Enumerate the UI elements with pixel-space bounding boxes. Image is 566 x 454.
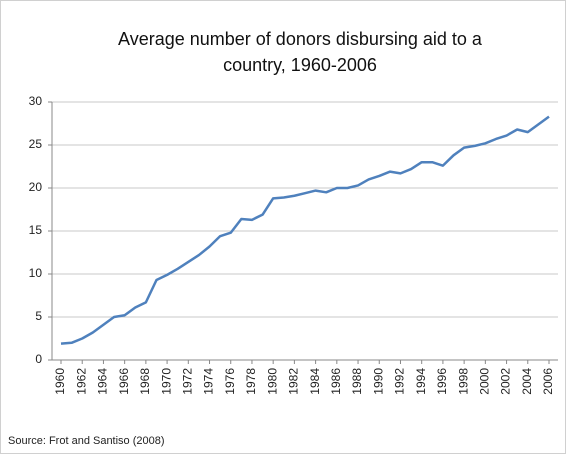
x-tick-label: 1962 [74, 368, 88, 395]
line [60, 115, 550, 345]
x-tick-label: 1982 [287, 368, 301, 395]
x-tick-label: 2004 [520, 368, 534, 395]
y-tick-label: 20 [29, 180, 43, 194]
x-tick-label: 1966 [117, 368, 131, 395]
x-tick-label: 2002 [499, 368, 513, 395]
x-tick-label: 1990 [371, 368, 385, 395]
y-tick-label: 10 [29, 266, 43, 280]
y-tick-label: 25 [29, 137, 43, 151]
x-tick-label: 1978 [244, 368, 258, 395]
y-tick-label: 30 [29, 94, 43, 108]
chart-title: Average number of donors disbursing aid … [118, 29, 483, 49]
x-tick-label: 1992 [393, 368, 407, 395]
x-tick-label: 1998 [456, 368, 470, 395]
x-tick-label: 2006 [541, 368, 555, 395]
x-tick-label: 1980 [265, 368, 279, 395]
x-tick-label: 1988 [350, 368, 364, 395]
x-tick-label: 1968 [138, 368, 152, 395]
x-tick-label: 1986 [329, 368, 343, 395]
y-tick-label: 0 [35, 352, 42, 366]
x-tick-label: 1974 [202, 368, 216, 395]
source: Source: Frot and Santiso (2008) [8, 435, 165, 447]
x-tick-label: 1994 [414, 368, 428, 395]
x-tick-label: 1976 [223, 368, 237, 395]
y-tick-label: 5 [35, 309, 42, 323]
chart-title: country, 1960-2006 [223, 55, 377, 75]
x-tick-label: 1960 [53, 368, 67, 395]
x-tick-label: 2000 [478, 368, 492, 395]
y-tick-label: 15 [29, 223, 43, 237]
x-tick-label: 1964 [96, 368, 110, 395]
x-tick-label: 1984 [308, 368, 322, 395]
x-tick-label: 1970 [159, 368, 173, 395]
x-tick-label: 1972 [180, 368, 194, 395]
x-tick-label: 1996 [435, 368, 449, 395]
